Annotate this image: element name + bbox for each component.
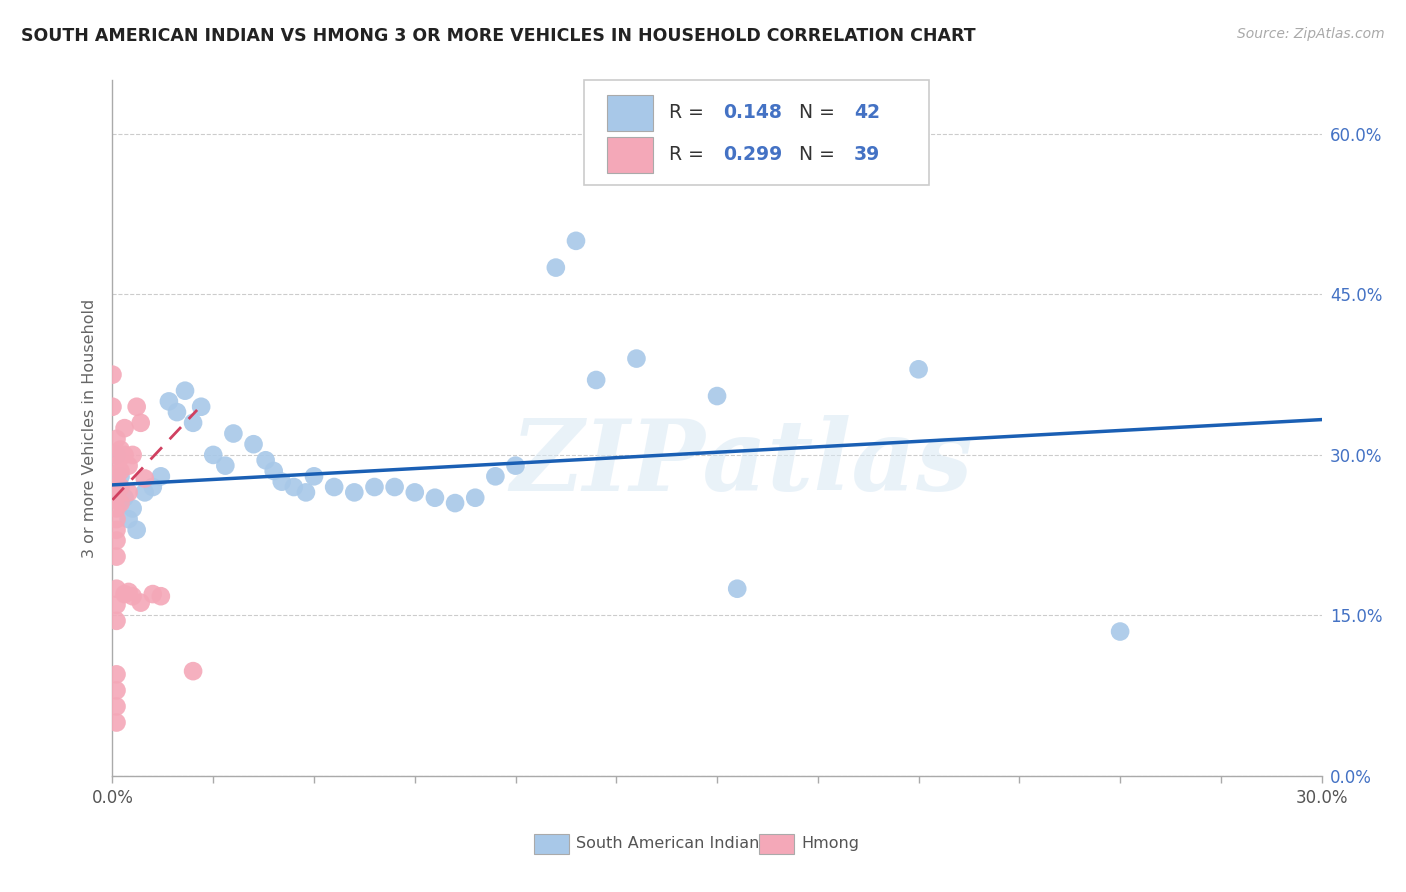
Point — [105, 448, 128, 462]
Point — [363, 480, 385, 494]
Point — [121, 589, 143, 603]
Text: R =: R = — [669, 103, 710, 122]
Point — [295, 485, 318, 500]
Point — [105, 480, 128, 494]
Point — [505, 458, 527, 473]
Bar — [607, 95, 652, 131]
Point — [105, 533, 128, 548]
Point — [114, 421, 136, 435]
Point — [105, 582, 128, 596]
Text: R =: R = — [669, 145, 710, 164]
Point — [222, 426, 245, 441]
Point — [142, 480, 165, 494]
Point — [585, 373, 607, 387]
Point — [117, 485, 139, 500]
Point — [105, 512, 128, 526]
Point — [444, 496, 467, 510]
Point — [125, 523, 148, 537]
Point — [117, 458, 139, 473]
Point — [1109, 624, 1132, 639]
Point — [384, 480, 406, 494]
Point — [134, 471, 156, 485]
Point — [105, 448, 128, 462]
Point — [114, 587, 136, 601]
Point — [129, 416, 152, 430]
Text: 39: 39 — [853, 145, 880, 164]
Point — [114, 491, 136, 505]
Text: Source: ZipAtlas.com: Source: ZipAtlas.com — [1237, 27, 1385, 41]
Point — [105, 458, 128, 473]
Point — [114, 448, 136, 462]
Point — [110, 496, 132, 510]
Point — [254, 453, 277, 467]
Point — [105, 491, 128, 505]
Point — [263, 464, 285, 478]
Point — [464, 491, 486, 505]
Point — [565, 234, 588, 248]
Point — [302, 469, 325, 483]
Point — [142, 587, 165, 601]
Point — [166, 405, 188, 419]
Point — [105, 523, 128, 537]
Point — [323, 480, 346, 494]
Text: 42: 42 — [853, 103, 880, 122]
Point — [110, 464, 132, 478]
Point — [544, 260, 567, 275]
Point — [181, 416, 204, 430]
Point — [105, 598, 128, 612]
Point — [484, 469, 506, 483]
Point — [105, 715, 128, 730]
Point — [125, 400, 148, 414]
Point — [149, 469, 172, 483]
Point — [242, 437, 264, 451]
Bar — [607, 136, 652, 173]
Point — [110, 442, 132, 457]
Point — [343, 485, 366, 500]
Text: ZIPatlas: ZIPatlas — [510, 415, 973, 511]
Text: N =: N = — [799, 103, 841, 122]
Point — [121, 501, 143, 516]
Point — [105, 614, 128, 628]
Point — [202, 448, 225, 462]
Text: N =: N = — [799, 145, 841, 164]
Text: 0.299: 0.299 — [723, 145, 782, 164]
Point — [101, 400, 124, 414]
Point — [101, 368, 124, 382]
Point — [907, 362, 929, 376]
Text: 0.148: 0.148 — [723, 103, 782, 122]
Point — [214, 458, 236, 473]
Point — [270, 475, 292, 489]
Point — [105, 683, 128, 698]
Text: Hmong: Hmong — [801, 837, 859, 851]
Point — [110, 469, 132, 483]
Point — [134, 485, 156, 500]
Point — [117, 512, 139, 526]
Point — [105, 432, 128, 446]
Point — [105, 667, 128, 681]
Point — [626, 351, 648, 366]
Point — [149, 589, 172, 603]
Point — [404, 485, 426, 500]
Point — [181, 664, 204, 678]
Point — [117, 585, 139, 599]
Point — [190, 400, 212, 414]
Text: South American Indians: South American Indians — [576, 837, 768, 851]
Point — [129, 596, 152, 610]
Point — [174, 384, 197, 398]
Point — [706, 389, 728, 403]
Y-axis label: 3 or more Vehicles in Household: 3 or more Vehicles in Household — [82, 299, 97, 558]
Point — [105, 699, 128, 714]
Point — [157, 394, 180, 409]
FancyBboxPatch shape — [583, 80, 929, 185]
Point — [105, 469, 128, 483]
Point — [423, 491, 446, 505]
Point — [105, 549, 128, 564]
Point — [121, 448, 143, 462]
Point — [110, 480, 132, 494]
Point — [105, 501, 128, 516]
Point — [725, 582, 748, 596]
Point — [283, 480, 305, 494]
Text: SOUTH AMERICAN INDIAN VS HMONG 3 OR MORE VEHICLES IN HOUSEHOLD CORRELATION CHART: SOUTH AMERICAN INDIAN VS HMONG 3 OR MORE… — [21, 27, 976, 45]
